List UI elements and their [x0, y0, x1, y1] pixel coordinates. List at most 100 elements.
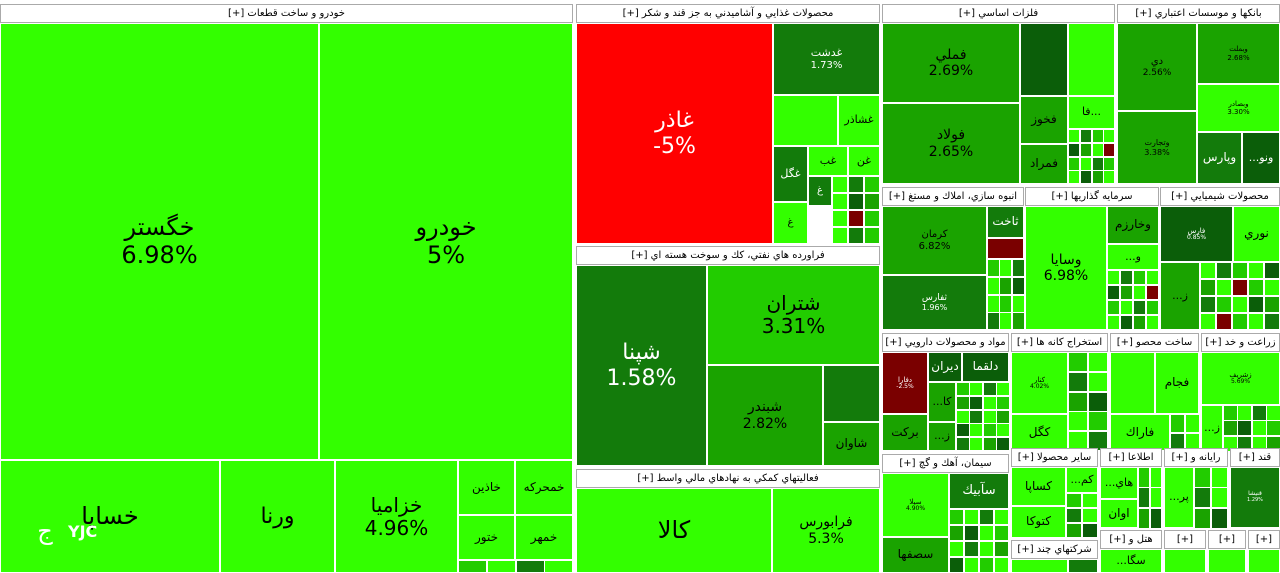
stock-tile[interactable]: دفارا -2.5%: [882, 352, 928, 414]
stock-tile-unlabeled[interactable]: [1066, 493, 1082, 508]
stock-tile-unlabeled[interactable]: [458, 560, 487, 573]
stock-tile[interactable]: كنار 4.02%: [1011, 352, 1068, 414]
stock-tile-unlabeled[interactable]: [823, 365, 880, 422]
stock-tile[interactable]: سيلا 4.90%: [882, 473, 949, 537]
stock-tile-unlabeled[interactable]: [1264, 313, 1280, 330]
stock-tile-unlabeled[interactable]: [1088, 372, 1108, 392]
stock-tile[interactable]: فاراك: [1110, 414, 1170, 451]
stock-tile[interactable]: غگل: [773, 146, 808, 202]
stock-tile-unlabeled[interactable]: [1232, 262, 1248, 279]
stock-tile-unlabeled[interactable]: [1150, 487, 1162, 508]
sector-header[interactable]: خودرو و ساخت قطعات [+]: [0, 4, 573, 23]
stock-tile[interactable]: شپنا 1.58%: [576, 265, 707, 466]
stock-tile[interactable]: فجام: [1155, 352, 1199, 414]
stock-tile-unlabeled[interactable]: [983, 410, 997, 424]
stock-tile-unlabeled[interactable]: [1237, 405, 1252, 421]
stock-tile[interactable]: قنيشا 1.29%: [1230, 467, 1280, 528]
stock-tile-unlabeled[interactable]: [983, 423, 997, 437]
stock-tile-unlabeled[interactable]: [864, 193, 880, 210]
stock-tile-unlabeled[interactable]: [1107, 270, 1120, 285]
stock-tile-unlabeled[interactable]: [994, 525, 1009, 541]
stock-tile-unlabeled[interactable]: [964, 525, 979, 541]
stock-tile-unlabeled[interactable]: [1185, 414, 1199, 433]
stock-tile-unlabeled[interactable]: [1068, 23, 1115, 96]
stock-tile-unlabeled[interactable]: [1068, 392, 1088, 412]
stock-tile[interactable]: فا...: [1068, 96, 1115, 129]
stock-tile-unlabeled[interactable]: [1120, 270, 1133, 285]
stock-tile-unlabeled[interactable]: [1012, 277, 1024, 295]
sector-header[interactable]: زراعت و خد [+]: [1201, 333, 1280, 352]
stock-tile-unlabeled[interactable]: [1264, 279, 1280, 296]
stock-tile-unlabeled[interactable]: [1120, 315, 1133, 330]
stock-tile-unlabeled[interactable]: [964, 541, 979, 557]
stock-tile-unlabeled[interactable]: [1068, 372, 1088, 392]
stock-tile-unlabeled[interactable]: [964, 557, 979, 573]
stock-tile[interactable]: غاذر -5%: [576, 23, 773, 244]
sector-header[interactable]: ساخت محصو [+]: [1110, 333, 1199, 352]
stock-tile[interactable]: فملي 2.69%: [882, 23, 1020, 103]
stock-tile-unlabeled[interactable]: [544, 560, 573, 573]
stock-tile-unlabeled[interactable]: [1252, 405, 1267, 421]
stock-tile-unlabeled[interactable]: [1080, 143, 1092, 157]
stock-tile[interactable]: كالا: [576, 488, 772, 573]
stock-tile[interactable]: وسايا 6.98%: [1025, 206, 1107, 330]
stock-tile-unlabeled[interactable]: [996, 410, 1009, 424]
stock-tile[interactable]: شتران 3.31%: [707, 265, 880, 365]
stock-tile-unlabeled[interactable]: [1232, 279, 1248, 296]
stock-tile-unlabeled[interactable]: [1146, 270, 1159, 285]
sector-header[interactable]: ساير محصولا [+]: [1011, 448, 1098, 467]
stock-tile[interactable]: خمحركه: [515, 460, 573, 515]
stock-tile-unlabeled[interactable]: [1103, 170, 1115, 184]
stock-tile[interactable]: سآبيك: [949, 473, 1009, 509]
stock-tile[interactable]: وتجارت 3.38%: [1117, 111, 1197, 184]
stock-tile-unlabeled[interactable]: [964, 509, 979, 525]
stock-tile-unlabeled[interactable]: [1194, 467, 1211, 488]
sector-header[interactable]: شركتهاي چند [+]: [1011, 540, 1098, 559]
stock-tile[interactable]: ورنا: [220, 460, 335, 573]
stock-tile-unlabeled[interactable]: [1133, 285, 1146, 300]
stock-tile-unlabeled[interactable]: [1068, 411, 1088, 431]
stock-tile-unlabeled[interactable]: [848, 210, 864, 227]
stock-tile[interactable]: ديران: [928, 352, 962, 382]
stock-tile[interactable]: غ: [808, 176, 832, 206]
sector-header[interactable]: محصولات شيميايي [+]: [1160, 187, 1280, 206]
stock-tile-unlabeled[interactable]: [1068, 170, 1080, 184]
stock-tile-unlabeled[interactable]: [1266, 405, 1280, 421]
stock-tile-unlabeled[interactable]: [1146, 300, 1159, 315]
stock-tile[interactable]: ...هاي: [1100, 467, 1138, 499]
stock-tile[interactable]: شبندر 2.82%: [707, 365, 823, 466]
stock-tile-unlabeled[interactable]: [1223, 420, 1238, 436]
stock-tile-unlabeled[interactable]: [487, 560, 516, 573]
stock-tile[interactable]: ...كم: [1066, 467, 1098, 493]
stock-tile[interactable]: كتوكا: [1011, 506, 1066, 538]
stock-tile-unlabeled[interactable]: [1208, 549, 1246, 573]
stock-tile-unlabeled[interactable]: [1216, 279, 1232, 296]
stock-tile-unlabeled[interactable]: [1216, 262, 1232, 279]
sector-header[interactable]: مواد و محصولات دارويي [+]: [882, 333, 1009, 352]
stock-tile-unlabeled[interactable]: [1266, 420, 1280, 436]
stock-tile-unlabeled[interactable]: [956, 382, 970, 396]
stock-tile-unlabeled[interactable]: [1020, 23, 1068, 96]
stock-tile-unlabeled[interactable]: [1264, 262, 1280, 279]
stock-tile[interactable]: اوان: [1100, 499, 1138, 528]
stock-tile[interactable]: فارس 0.85%: [1160, 206, 1233, 262]
stock-tile-unlabeled[interactable]: [994, 509, 1009, 525]
stock-tile-unlabeled[interactable]: [848, 176, 864, 193]
stock-tile-unlabeled[interactable]: [1082, 493, 1098, 508]
stock-tile[interactable]: ...كا: [928, 382, 956, 422]
stock-tile-unlabeled[interactable]: [1068, 352, 1088, 372]
stock-tile[interactable]: غدشت 1.73%: [773, 23, 880, 95]
stock-tile-unlabeled[interactable]: [969, 437, 983, 451]
stock-tile-unlabeled[interactable]: [1200, 313, 1216, 330]
stock-tile-unlabeled[interactable]: [516, 560, 545, 573]
stock-tile-unlabeled[interactable]: [1200, 279, 1216, 296]
stock-tile[interactable]: فرابورس 5.3%: [772, 488, 880, 573]
stock-tile-unlabeled[interactable]: [969, 382, 983, 396]
stock-tile-unlabeled[interactable]: [999, 312, 1012, 330]
stock-tile-unlabeled[interactable]: [864, 176, 880, 193]
stock-tile-unlabeled[interactable]: [1068, 157, 1080, 171]
stock-tile[interactable]: ...ونو: [1242, 132, 1280, 184]
stock-tile-unlabeled[interactable]: [848, 193, 864, 210]
stock-tile-unlabeled[interactable]: [996, 396, 1009, 410]
stock-tile-unlabeled[interactable]: [979, 541, 994, 557]
